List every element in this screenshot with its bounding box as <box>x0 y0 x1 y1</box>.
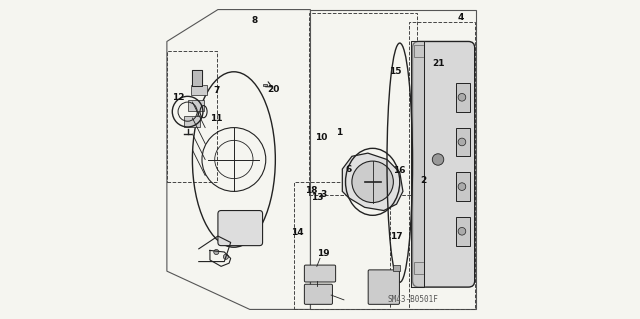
Bar <box>394 265 400 271</box>
Bar <box>414 45 424 57</box>
Text: 6: 6 <box>346 165 352 174</box>
FancyBboxPatch shape <box>305 284 332 304</box>
Circle shape <box>352 161 394 203</box>
Circle shape <box>458 93 466 101</box>
Text: 21: 21 <box>432 59 444 68</box>
Text: 3: 3 <box>320 190 326 199</box>
Polygon shape <box>342 153 403 211</box>
Circle shape <box>214 249 219 255</box>
Bar <box>262 84 268 86</box>
Text: SM43-B0501F: SM43-B0501F <box>387 295 438 304</box>
Circle shape <box>223 254 228 259</box>
Bar <box>191 85 207 95</box>
FancyBboxPatch shape <box>305 265 335 282</box>
Bar <box>184 116 200 127</box>
Text: 19: 19 <box>317 249 330 258</box>
Circle shape <box>458 183 466 190</box>
Text: 17: 17 <box>390 232 403 241</box>
FancyBboxPatch shape <box>368 270 399 304</box>
FancyBboxPatch shape <box>413 41 475 287</box>
Text: 16: 16 <box>394 166 406 175</box>
Bar <box>414 262 424 274</box>
Text: 2: 2 <box>420 176 427 185</box>
Bar <box>188 100 204 111</box>
Text: 14: 14 <box>291 228 304 237</box>
FancyBboxPatch shape <box>218 211 262 246</box>
Text: 13: 13 <box>310 193 323 202</box>
Text: 15: 15 <box>388 67 401 76</box>
Text: 20: 20 <box>268 85 280 94</box>
Text: 1: 1 <box>336 128 342 137</box>
Circle shape <box>458 227 466 235</box>
Polygon shape <box>411 41 424 287</box>
Circle shape <box>458 138 466 146</box>
Text: 8: 8 <box>252 16 258 25</box>
Text: 4: 4 <box>457 13 463 22</box>
Bar <box>456 217 470 246</box>
Bar <box>456 83 470 112</box>
Text: 10: 10 <box>316 133 328 142</box>
Circle shape <box>432 154 444 165</box>
Polygon shape <box>193 70 202 86</box>
Bar <box>456 172 470 201</box>
Text: 18: 18 <box>305 186 317 195</box>
Text: 12: 12 <box>172 93 184 102</box>
Text: 11: 11 <box>210 114 223 122</box>
Text: 7: 7 <box>213 86 220 95</box>
Bar <box>456 128 470 156</box>
